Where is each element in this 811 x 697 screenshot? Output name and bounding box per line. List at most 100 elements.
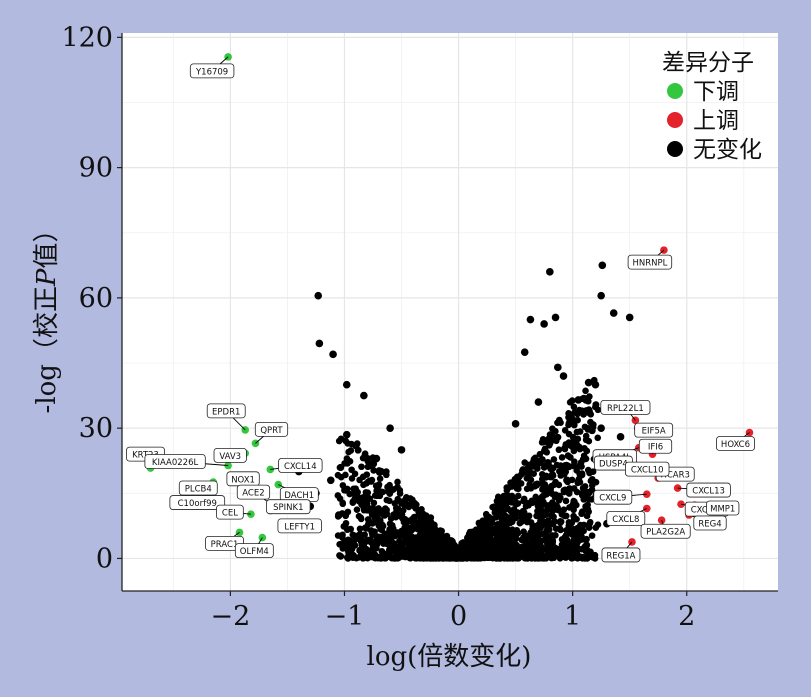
x-tick-label: 1 (564, 601, 581, 632)
no-change-point (563, 540, 570, 548)
no-change-point (588, 532, 596, 539)
no-change-point (578, 407, 586, 415)
no-change-point (531, 551, 539, 559)
no-change-point (508, 550, 516, 558)
no-change-point (341, 486, 348, 494)
no-change-point (478, 534, 485, 542)
no-change-point (592, 524, 600, 532)
no-change-point (524, 555, 531, 562)
no-change-point (501, 554, 508, 562)
gene-label-box (638, 438, 673, 454)
no-change-point (557, 518, 565, 526)
gene-label: ACE2 (236, 484, 271, 500)
no-change-point (560, 506, 568, 513)
no-change-point (597, 424, 605, 432)
no-change-point (430, 553, 437, 560)
no-change-point (560, 487, 568, 494)
no-change-point (423, 515, 430, 522)
no-change-point (471, 537, 479, 544)
no-change-point (609, 309, 618, 317)
no-change-point (342, 430, 351, 439)
gene-label-text: CXCL9 (599, 494, 626, 504)
no-change-point (526, 315, 535, 324)
no-change-point (329, 350, 337, 359)
no-change-point (571, 458, 578, 465)
no-change-point (574, 479, 582, 487)
no-change-point (574, 539, 581, 546)
no-change-point (568, 531, 576, 538)
no-change-point (393, 529, 401, 536)
no-change-point (386, 481, 393, 489)
gene-label: HOXC6 (716, 436, 755, 451)
no-change-point (625, 313, 634, 322)
no-change-point (375, 482, 382, 490)
gene-label-text: PLA2G2A (646, 528, 685, 538)
no-change-point (583, 512, 591, 520)
no-change-point (334, 511, 343, 519)
no-change-point (572, 554, 579, 561)
gene-label: KIAA0226L (144, 454, 206, 469)
gene-label: QPRT (254, 421, 289, 437)
no-change-point (538, 439, 546, 446)
gene-label: C10orf99 (169, 495, 226, 510)
gene-label: REG1A (601, 547, 641, 563)
no-change-point (342, 471, 349, 479)
no-change-point (334, 492, 342, 499)
no-change-point (357, 552, 365, 559)
no-change-point (339, 531, 346, 539)
gene-label-text: Y16709 (195, 67, 228, 77)
legend-item: 无变化 (667, 137, 762, 163)
no-change-point (363, 507, 371, 514)
no-change-point (353, 506, 361, 514)
gene-label-box (216, 504, 244, 520)
gene-label-box (706, 500, 740, 516)
no-change-point (398, 511, 406, 519)
no-change-point (570, 421, 578, 429)
no-change-point (489, 526, 496, 534)
no-change-point (398, 544, 405, 552)
no-change-point (518, 518, 525, 526)
gene-label-box (634, 422, 674, 438)
no-change-point (546, 431, 554, 438)
no-change-point (513, 555, 521, 562)
no-change-point (416, 549, 424, 557)
no-change-point (520, 528, 527, 535)
no-change-point (574, 396, 583, 404)
no-change-point (337, 464, 345, 471)
no-change-point (577, 521, 584, 529)
no-change-point (352, 441, 360, 450)
no-change-point (551, 428, 559, 435)
no-change-point (372, 454, 381, 463)
no-change-point (588, 486, 596, 494)
gene-label-text: CXCL14 (284, 462, 317, 472)
no-change-point (581, 483, 589, 490)
gene-label-box (277, 518, 322, 534)
no-change-point (563, 476, 571, 485)
no-change-point (401, 501, 408, 509)
no-change-point (582, 488, 590, 496)
no-change-point (534, 465, 541, 472)
no-change-point (543, 462, 551, 469)
no-change-point (346, 490, 354, 498)
gene-label-text: REG4 (698, 520, 721, 530)
gene-label: PLA2G2A (640, 523, 691, 539)
no-change-point (394, 505, 402, 513)
no-change-point (589, 424, 597, 431)
no-change-point (386, 424, 394, 432)
no-change-point (543, 527, 551, 534)
no-change-point (582, 503, 589, 510)
gene-label-text: EPDR1 (212, 407, 240, 417)
no-change-point (552, 525, 560, 533)
no-change-point (554, 433, 562, 441)
no-change-point (582, 395, 590, 402)
no-change-point (573, 488, 581, 496)
no-change-point (315, 339, 324, 348)
no-change-point (397, 446, 406, 454)
no-change-point (514, 479, 521, 487)
no-change-point (337, 553, 344, 560)
no-change-point (356, 525, 364, 533)
no-change-point (587, 418, 594, 426)
no-change-point (344, 460, 351, 467)
no-change-point (535, 458, 542, 465)
